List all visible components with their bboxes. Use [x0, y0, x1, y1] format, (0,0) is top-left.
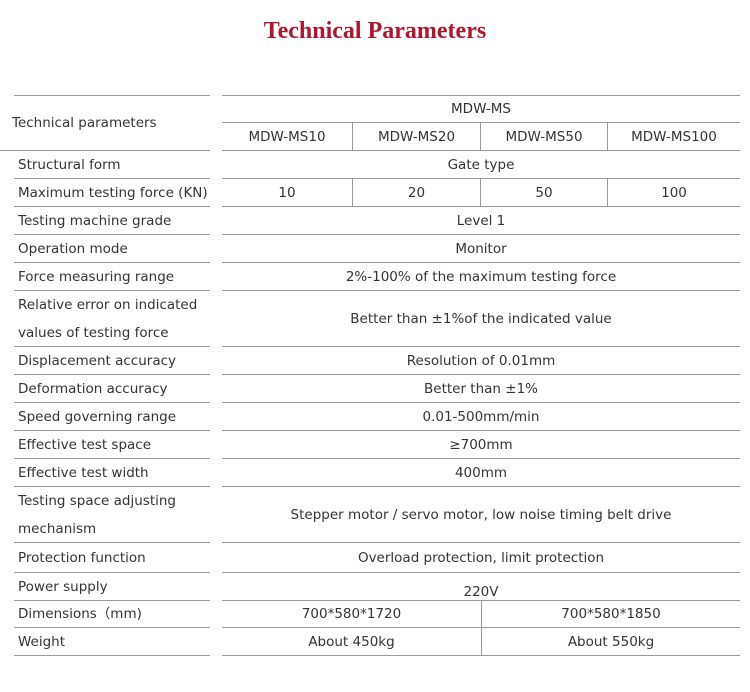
- row-value: About 550kg: [481, 628, 740, 656]
- page-title: Technical Parameters: [263, 18, 487, 44]
- row-label: Speed governing range: [14, 403, 210, 431]
- row-value: 50: [480, 179, 607, 207]
- row-value: 20: [352, 179, 480, 207]
- header-group: MDW-MS: [222, 96, 740, 123]
- row-label: Testing space adjusting mechanism: [14, 487, 210, 543]
- row-label: Force measuring range: [14, 263, 210, 291]
- row-value: 0.01-500mm/min: [222, 403, 740, 431]
- row-value: Gate type: [222, 151, 740, 179]
- divider: [14, 95, 210, 96]
- row-value: Stepper motor / servo motor, low noise t…: [222, 487, 740, 543]
- row-value: 2%-100% of the maximum testing force: [222, 263, 740, 291]
- row-value: 400mm: [222, 459, 740, 487]
- row-label: Maximum testing force (KN): [14, 179, 210, 207]
- header-model: MDW-MS20: [352, 123, 480, 151]
- row-value: 220V: [222, 573, 740, 601]
- row-value: 10: [222, 179, 352, 207]
- row-value: 700*580*1720: [222, 601, 481, 628]
- row-value: Monitor: [222, 235, 740, 263]
- row-label: Testing machine grade: [14, 207, 210, 235]
- row-value: 100: [607, 179, 740, 207]
- row-value: ≥700mm: [222, 431, 740, 459]
- header-model: MDW-MS50: [480, 123, 607, 151]
- row-label: Effective test width: [14, 459, 210, 487]
- row-value: About 450kg: [222, 628, 481, 656]
- row-value: 700*580*1850: [481, 601, 740, 628]
- row-label: Structural form: [14, 151, 210, 179]
- row-value: Better than ±1%: [222, 375, 740, 403]
- row-value: Overload protection, limit protection: [222, 543, 740, 573]
- row-label: Relative error on indicated values of te…: [14, 291, 210, 347]
- row-label: Displacement accuracy: [14, 347, 210, 375]
- row-label: Power supply: [14, 573, 210, 601]
- header-model: MDW-MS100: [607, 123, 740, 151]
- row-label: Operation mode: [14, 235, 210, 263]
- row-label: Weight: [14, 628, 210, 656]
- row-label: Protection function: [14, 543, 210, 573]
- row-label: Deformation accuracy: [14, 375, 210, 403]
- row-label: Dimensions（mm): [14, 601, 210, 628]
- row-label: Effective test space: [14, 431, 210, 459]
- row-value: Resolution of 0.01mm: [222, 347, 740, 375]
- header-label: Technical parameters: [0, 96, 210, 151]
- header-model: MDW-MS10: [222, 123, 352, 151]
- divider: [222, 95, 740, 96]
- row-value: Level 1: [222, 207, 740, 235]
- row-value: Better than ±1%of the indicated value: [222, 291, 740, 347]
